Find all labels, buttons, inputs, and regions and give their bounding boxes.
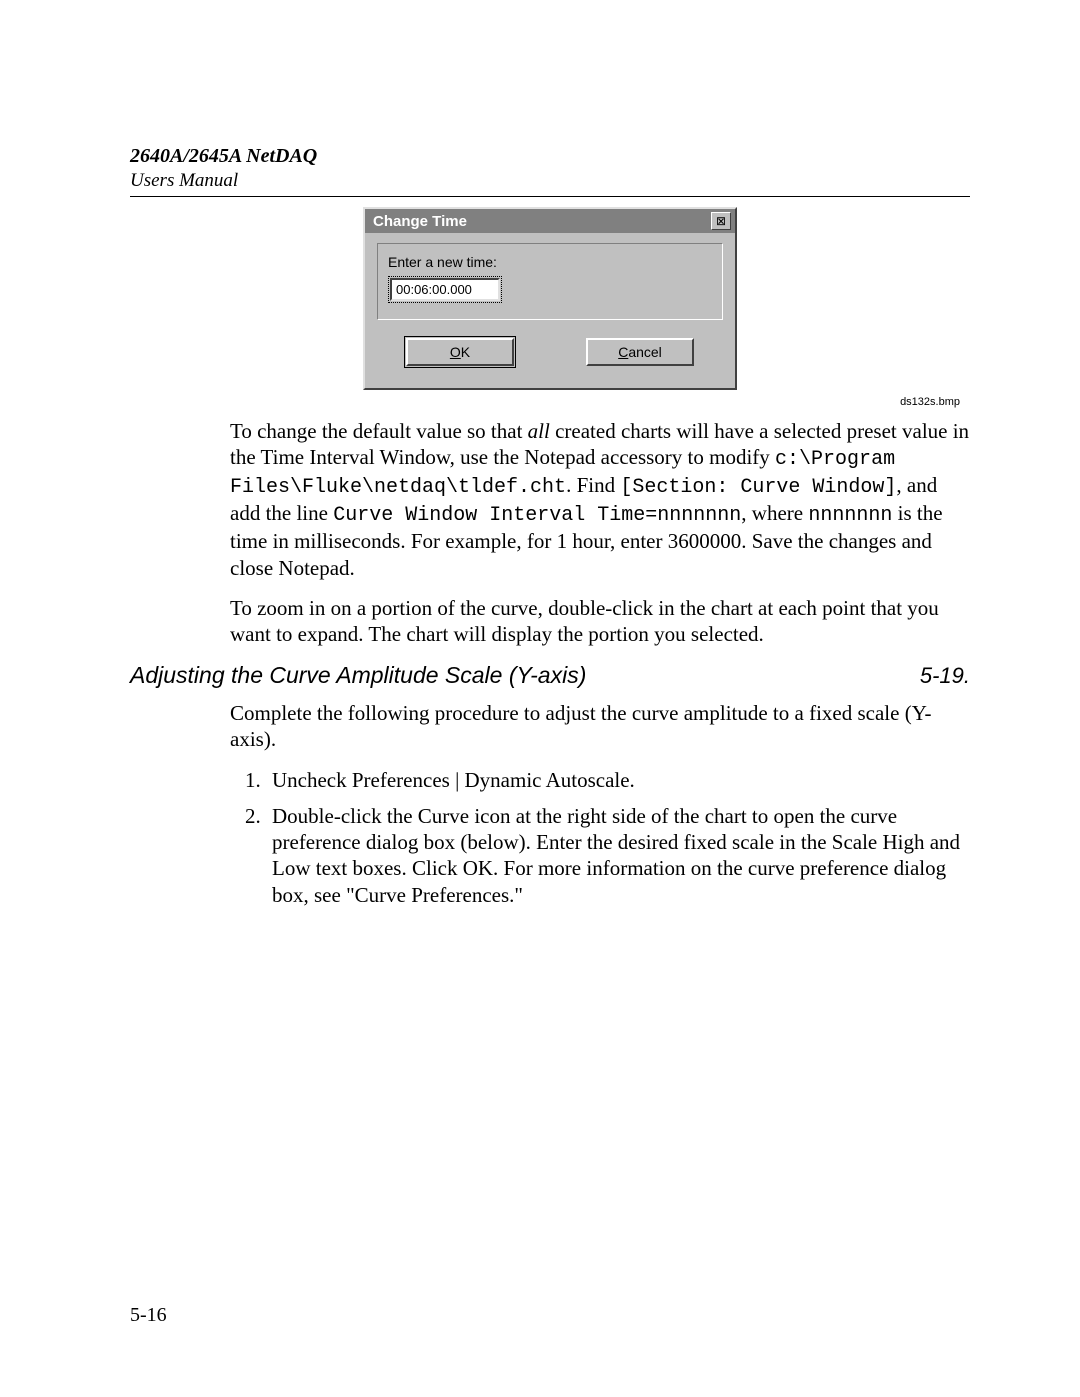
- figure-caption: ds132s.bmp: [900, 396, 960, 408]
- p1-all: all: [528, 419, 550, 443]
- p1-c: . Find: [566, 473, 620, 497]
- header-rule: [130, 196, 970, 197]
- manual-page: 2640A/2645A NetDAQ Users Manual Change T…: [0, 0, 1080, 1397]
- manual-subtitle: Users Manual: [130, 170, 970, 192]
- dialog-body: Enter a new time: OK Cancel: [365, 233, 735, 388]
- p1-a: To change the default value so that: [230, 419, 528, 443]
- time-input-focus: [388, 276, 502, 303]
- step-1: Uncheck Preferences | Dynamic Autoscale.: [266, 767, 970, 793]
- close-icon[interactable]: ⊠: [711, 212, 731, 230]
- section-heading: Adjusting the Curve Amplitude Scale (Y-a…: [130, 661, 970, 690]
- procedure-steps: Uncheck Preferences | Dynamic Autoscale.…: [230, 767, 970, 908]
- dialog-title: Change Time: [373, 213, 467, 230]
- step-2: Double-click the Curve icon at the right…: [266, 803, 970, 908]
- change-time-dialog: Change Time ⊠ Enter a new time: OK Cance…: [363, 207, 737, 390]
- cancel-button[interactable]: Cancel: [586, 338, 694, 366]
- p1-nnn: nnnnnnn: [808, 504, 892, 527]
- section-title: Adjusting the Curve Amplitude Scale (Y-a…: [130, 661, 586, 690]
- product-title: 2640A/2645A NetDAQ: [130, 145, 970, 168]
- ok-rest: K: [461, 344, 470, 360]
- body-content: To change the default value so that all …: [230, 418, 970, 908]
- ok-button[interactable]: OK: [406, 338, 514, 366]
- ok-mnemonic: O: [450, 344, 461, 360]
- p1-e: , where: [741, 501, 808, 525]
- input-prompt: Enter a new time:: [388, 254, 712, 270]
- section-number: 5-19.: [920, 662, 970, 690]
- dialog-titlebar: Change Time ⊠: [365, 209, 735, 233]
- dialog-figure: Change Time ⊠ Enter a new time: OK Cance…: [130, 207, 970, 408]
- paragraph-zoom: To zoom in on a portion of the curve, do…: [230, 595, 970, 648]
- cancel-rest: ancel: [628, 344, 661, 360]
- p1-line: Curve Window Interval Time=nnnnnnn: [333, 504, 741, 527]
- p1-section: [Section: Curve Window]: [620, 476, 896, 499]
- input-group: Enter a new time:: [377, 243, 723, 320]
- page-header: 2640A/2645A NetDAQ Users Manual: [130, 145, 970, 197]
- cancel-mnemonic: C: [618, 344, 628, 360]
- page-number: 5-16: [130, 1304, 167, 1327]
- paragraph-default-value: To change the default value so that all …: [230, 418, 970, 581]
- dialog-buttons: OK Cancel: [377, 320, 723, 380]
- time-input[interactable]: [390, 278, 500, 301]
- paragraph-procedure-intro: Complete the following procedure to adju…: [230, 700, 970, 753]
